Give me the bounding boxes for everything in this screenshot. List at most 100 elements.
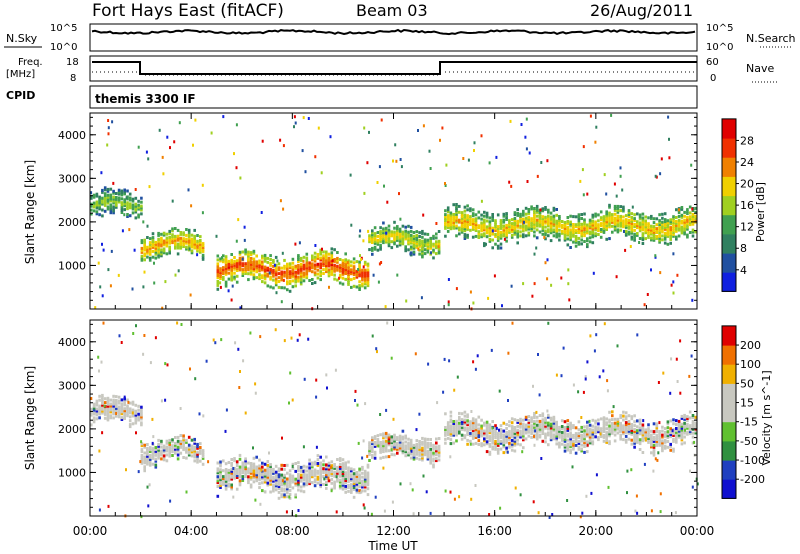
heatmap-cell — [616, 230, 620, 234]
heatmap-cell — [299, 268, 303, 272]
heatmap-cell — [102, 321, 105, 325]
heatmap-cell — [358, 288, 361, 291]
heatmap-cell — [523, 220, 525, 224]
heatmap-cell — [182, 446, 185, 450]
heatmap-cell — [297, 488, 300, 492]
heatmap-cell — [552, 429, 556, 433]
heatmap-cell — [333, 269, 336, 273]
heatmap-cell — [338, 472, 342, 476]
heatmap-cell — [282, 278, 285, 282]
heatmap-cell — [446, 425, 450, 429]
heatmap-cell — [137, 203, 140, 207]
heatmap-cell — [222, 277, 225, 281]
heatmap-cell — [510, 448, 514, 452]
heatmap-cell — [535, 228, 539, 232]
heatmap-cell — [387, 443, 391, 447]
heatmap-cell — [344, 473, 347, 477]
heatmap-cell — [663, 444, 667, 448]
heatmap-cell — [583, 218, 586, 222]
heatmap-cell — [522, 282, 525, 286]
heatmap-cell — [547, 421, 550, 425]
heatmap-cell — [327, 270, 331, 274]
heatmap-cell — [622, 418, 625, 422]
heatmap-cell — [410, 238, 413, 242]
heatmap-cell — [658, 232, 661, 236]
heatmap-cell — [611, 414, 614, 418]
heatmap-cell — [291, 279, 295, 283]
heatmap-cell — [347, 263, 350, 267]
heatmap-cell — [580, 217, 583, 220]
heatmap-cell — [280, 463, 283, 467]
colorbar-segment — [722, 325, 736, 346]
heatmap-cell — [227, 265, 231, 269]
heatmap-cell — [319, 483, 322, 487]
heatmap-cell — [352, 271, 356, 275]
heatmap-cell — [361, 475, 364, 479]
heatmap-cell — [690, 354, 693, 358]
heatmap-cell — [633, 225, 636, 228]
heatmap-cell — [344, 264, 347, 268]
heatmap-cell — [499, 226, 503, 230]
heatmap-cell — [98, 213, 101, 217]
heatmap-cell — [591, 221, 595, 225]
heatmap-cell — [471, 429, 475, 432]
heatmap-cell — [641, 224, 645, 228]
heatmap-cell — [483, 443, 486, 447]
heatmap-cell — [444, 209, 447, 213]
heatmap-cell — [160, 248, 163, 252]
heatmap-cell — [291, 478, 295, 482]
heatmap-cell — [569, 230, 572, 234]
heatmap-cell — [691, 485, 694, 489]
heatmap-cell — [577, 439, 581, 443]
heatmap-cell — [663, 227, 667, 231]
heatmap-cell — [319, 479, 322, 483]
heatmap-cell — [652, 437, 656, 441]
heatmap-cell — [658, 238, 661, 242]
heatmap-cell — [694, 423, 698, 427]
heatmap-cell — [131, 402, 135, 406]
heatmap-cell — [398, 446, 402, 450]
heatmap-cell — [657, 451, 660, 455]
heatmap-cell — [238, 262, 242, 266]
heatmap-cell — [535, 224, 539, 228]
heatmap-cell — [458, 427, 461, 431]
heatmap-cell — [563, 439, 567, 443]
heatmap-cell — [401, 234, 405, 238]
heatmap-cell — [663, 222, 667, 225]
heatmap-cell — [286, 264, 289, 268]
heatmap-cell — [224, 477, 228, 481]
heatmap-cell — [216, 274, 220, 278]
heatmap-cell — [151, 240, 155, 244]
heatmap-cell — [499, 219, 503, 223]
heatmap-cell — [325, 258, 328, 262]
heatmap-cell — [247, 250, 250, 254]
heatmap-cell — [308, 265, 311, 269]
heatmap-cell — [134, 417, 138, 421]
heatmap-cell — [98, 416, 101, 420]
heatmap-cell — [544, 434, 547, 438]
heatmap-cell — [435, 252, 438, 256]
heatmap-cell — [361, 489, 364, 493]
heatmap-cell — [566, 428, 570, 432]
heatmap-cell — [162, 172, 165, 176]
heatmap-cell — [566, 216, 570, 219]
heatmap-cell — [123, 198, 126, 202]
heatmap-cell — [366, 282, 370, 286]
heatmap-cell — [190, 239, 194, 243]
heatmap-cell — [675, 430, 678, 434]
heatmap-cell — [583, 443, 586, 446]
heatmap-cell — [269, 267, 272, 271]
heatmap-cell — [327, 252, 331, 256]
heatmap-cell — [308, 462, 311, 466]
heatmap-cell — [409, 225, 413, 229]
heatmap-cell — [633, 234, 636, 238]
heatmap-cell — [508, 225, 511, 228]
heatmap-cell — [647, 423, 650, 427]
heatmap-cell — [112, 412, 115, 416]
heatmap-cell — [444, 426, 447, 429]
heatmap-cell — [146, 443, 149, 446]
heatmap-cell — [586, 450, 589, 454]
heatmap-cell — [480, 428, 483, 432]
heatmap-cell — [193, 459, 196, 463]
heatmap-cell — [398, 229, 402, 233]
